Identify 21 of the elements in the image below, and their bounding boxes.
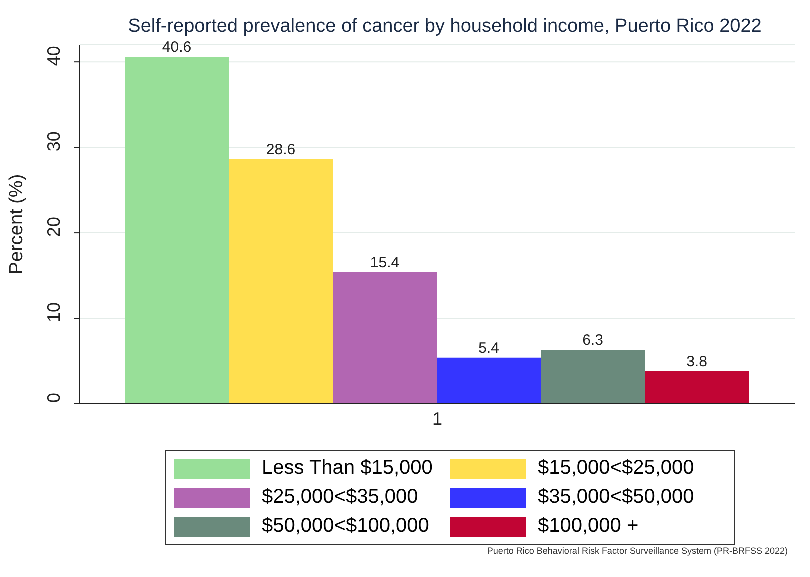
legend-label: $100,000 + [538, 515, 639, 538]
data-label: 5.4 [478, 340, 500, 357]
data-label: 3.8 [686, 354, 708, 371]
y-tick-label: 10 [44, 302, 64, 323]
y-tick-label: 20 [44, 217, 64, 238]
x-tick-label: 1 [432, 408, 443, 429]
chart-title: Self-reported prevalence of cancer by household income, Puerto Rico 2022 [127, 16, 763, 38]
legend-label: $15,000<$25,000 [538, 457, 694, 480]
text: Puerto Rico Behavioral Risk Factor Surveillance System (PR-BRFSS 2022) [487, 546, 788, 556]
y-tick-label: 40 [44, 46, 64, 66]
legend-label: Less Than $15,000 [262, 457, 433, 480]
data-label: 28.6 [266, 142, 296, 159]
legend-label: $50,000<$100,000 [262, 515, 430, 538]
legend-label: $25,000<$35,000 [262, 486, 418, 509]
y-tick-label: 30 [44, 132, 64, 152]
data-label: 6.3 [582, 332, 604, 350]
data-label: 15.4 [370, 254, 400, 272]
legend-label: $35,000<$50,000 [538, 486, 694, 509]
y-tick-label: 0 [44, 392, 64, 404]
y-axis-title: Percent (%) [6, 174, 28, 275]
data-label: 40.6 [162, 38, 192, 56]
